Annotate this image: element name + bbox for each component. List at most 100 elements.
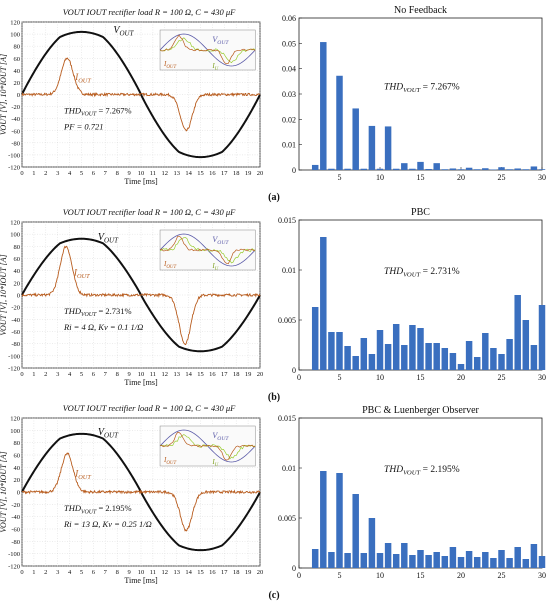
spectrum-x-tick-label: 25 — [498, 173, 506, 182]
inset-label-vout: VOUT — [212, 35, 229, 46]
y-tick-label: -20 — [11, 104, 20, 111]
spectrum-bar — [360, 168, 368, 170]
x-tick-label: 1 — [32, 170, 35, 177]
spectrum-bar — [490, 169, 497, 170]
x-tick-label: 15 — [197, 371, 204, 378]
x-tick-label: 3 — [56, 569, 59, 576]
spectrum-x-tick-label: 5 — [338, 173, 342, 182]
x-tick-label: 2 — [44, 569, 47, 576]
y-tick-label: -60 — [11, 527, 20, 534]
y-tick-label: 40 — [14, 268, 21, 275]
spectrum-bar — [465, 551, 473, 568]
scope-title: VOUT IOUT rectifier load R = 100 Ω, C = … — [63, 7, 236, 17]
spectrum-bar — [320, 237, 327, 370]
spectrum-bar — [522, 320, 530, 370]
spectrum-bar — [530, 544, 538, 568]
spectrum-bar — [328, 168, 335, 170]
x-axis-label: Time [ms] — [124, 177, 158, 186]
x-tick-label: 19 — [245, 371, 252, 378]
y-tick-label: 80 — [14, 44, 21, 51]
x-tick-label: 17 — [221, 569, 228, 576]
spectrum-bar — [311, 549, 319, 568]
x-tick-label: 2 — [44, 170, 47, 177]
y-tick-label: 120 — [10, 20, 20, 27]
x-tick-label: 0 — [20, 371, 23, 378]
panel-tag: (b) — [268, 392, 280, 403]
spectrum-bar — [344, 553, 351, 568]
spectrum-x-tick-label: 30 — [538, 173, 546, 182]
y-tick-label: 20 — [14, 80, 21, 87]
spectrum-bar — [360, 553, 368, 568]
scope-param-text: Ri = 13 Ω, Kv = 0.25 1/Ω — [63, 519, 152, 529]
inset-label-vout: VOUT — [212, 431, 229, 442]
spectrum-bar — [352, 356, 359, 370]
vout-label: VOUT — [98, 232, 119, 245]
scope-thd-text: THDVOUT = 7.267% — [64, 105, 132, 117]
spectrum-plot-area — [298, 17, 543, 171]
spectrum-bar — [449, 353, 457, 370]
y-tick-label: -100 — [8, 353, 20, 360]
spectrum-bar — [425, 168, 432, 170]
x-tick-label: 8 — [116, 170, 119, 177]
y-tick-label: 40 — [14, 68, 21, 75]
x-tick-label: 8 — [116, 371, 119, 378]
x-tick-label: 20 — [257, 569, 264, 576]
spectrum-thd-text: THDVOUT = 7.267% — [384, 82, 460, 93]
spectrum-thd-text: THDVOUT = 2.195% — [384, 465, 460, 476]
x-tick-label: 17 — [221, 170, 228, 177]
y-tick-label: 60 — [14, 56, 21, 63]
spectrum-bar — [441, 348, 449, 370]
iout-trace — [21, 452, 261, 532]
y-tick-label: -120 — [8, 366, 20, 373]
x-tick-label: 1 — [32, 569, 35, 576]
spectrum-bar — [498, 550, 505, 568]
x-tick-label: 17 — [221, 371, 228, 378]
inset-label-iout: IOUT — [163, 260, 177, 270]
spectrum-x-tick-label: 0 — [297, 571, 301, 580]
spectrum-bar — [441, 169, 449, 170]
spectrum-bar — [538, 556, 546, 568]
x-tick-label: 14 — [185, 569, 192, 576]
iout-label: IOUT — [73, 268, 90, 280]
y-tick-label: 0 — [17, 92, 20, 99]
y-tick-label: -60 — [11, 128, 20, 135]
y-tick-label: -80 — [11, 539, 20, 546]
inset-label-iu: IU — [211, 458, 218, 468]
inset-label-iout: IOUT — [163, 60, 177, 70]
spectrum-y-tick-label: 0 — [292, 166, 296, 175]
x-tick-label: 19 — [245, 569, 252, 576]
spectrum-x-tick-label: 20 — [457, 173, 465, 182]
spectrum-bar — [392, 168, 400, 170]
spectrum-bar — [473, 169, 481, 170]
spectrum-bar — [368, 518, 376, 568]
spectrum-bar — [457, 557, 465, 568]
vout-trace — [21, 30, 261, 159]
y-tick-label: 100 — [10, 232, 20, 239]
x-tick-label: 14 — [185, 371, 192, 378]
x-tick-label: 13 — [173, 371, 180, 378]
x-tick-label: 4 — [68, 371, 72, 378]
spectrum-bar — [522, 559, 530, 568]
spectrum-y-tick-label: 0.015 — [278, 414, 296, 423]
spectrum-panel-1: No Feedback 0 0.01 0.02 0.03 0.04 0.05 0.06 5 10 1… — [282, 5, 546, 182]
scope-title: VOUT IOUT rectifier load R = 100 Ω, C = … — [63, 403, 236, 413]
x-tick-label: 1 — [32, 371, 35, 378]
x-tick-label: 18 — [233, 569, 240, 576]
spectrum-bar — [384, 344, 392, 370]
spectrum-title: No Feedback — [394, 5, 447, 16]
x-tick-label: 7 — [104, 371, 108, 378]
inset-iu-trace — [159, 434, 256, 460]
spectrum-bar — [473, 357, 481, 370]
scope-param-text: Ri = 4 Ω, Kv = 0.1 1/Ω — [63, 322, 143, 332]
x-tick-label: 3 — [56, 170, 59, 177]
x-tick-label: 10 — [138, 170, 145, 177]
spectrum-bar — [538, 169, 546, 170]
spectrum-y-tick-label: 0.02 — [282, 115, 296, 124]
spectrum-bar — [417, 550, 424, 568]
x-tick-label: 4 — [68, 170, 72, 177]
x-tick-label: 12 — [162, 569, 169, 576]
x-tick-label: 15 — [197, 569, 204, 576]
spectrum-x-tick-label: 0 — [297, 373, 301, 382]
